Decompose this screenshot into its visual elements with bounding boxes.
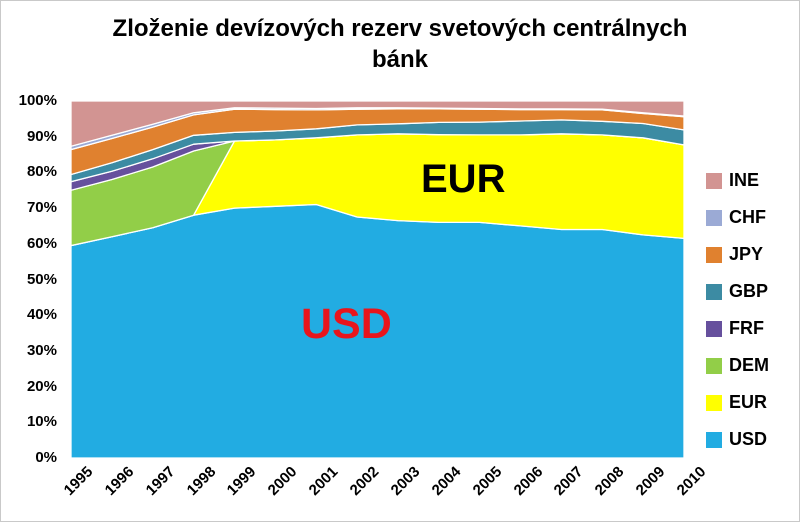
legend-swatch-INE [706,172,722,189]
chart-title: Zloženie devízových rezerv svetových cen… [1,13,799,75]
legend-swatch-DEM [706,357,722,374]
y-axis-tick-label: 0% [35,449,57,466]
legend-label: GBP [729,281,769,301]
legend-label: EUR [729,392,768,412]
legend-item-USD: USD [706,421,798,458]
legend-label: JPY [729,244,764,264]
x-axis-tick-label: 1999 [224,463,260,499]
legend-item-FRF: FRF [706,310,798,347]
x-axis-tick-label: 2004 [428,463,465,499]
legend-item-CHF: CHF [706,199,798,236]
legend-label: CHF [729,207,766,227]
y-axis-tick-label: 100% [18,92,57,109]
x-axis-tick-label: 2009 [632,463,669,499]
x-axis-tick-label: 2000 [265,463,301,499]
x-axis-tick-label: 1995 [60,463,97,499]
y-axis-tick-label: 60% [26,234,57,252]
x-axis-tick-label: 2002 [346,463,383,499]
legend-label: DEM [729,355,769,375]
area-INE [71,101,684,147]
legend-item-EUR: EUR [706,384,798,421]
x-axis-tick-label: 2006 [510,463,546,499]
x-axis-tick-label: 1998 [183,463,219,499]
eur-area-label: EUR [421,157,506,201]
legend-swatch-CHF [706,209,722,226]
y-axis-tick-label: 70% [26,199,57,217]
legend: INE CHF JPY GBP FRF DEM EUR USD [706,162,798,458]
x-axis-tick-label: 2010 [673,463,710,499]
legend-swatch-GBP [706,283,722,300]
y-axis-tick-label: 40% [26,306,57,324]
y-axis: 100% 90% 80% 70% 60% 50% 40% 30% 20% 10% 0% [1,92,57,466]
legend-swatch-EUR [706,394,722,411]
y-axis-tick-label: 20% [26,377,57,395]
x-axis-tick-label: 2001 [305,463,342,499]
x-axis-tick-label: 2005 [469,463,505,499]
y-axis-tick-label: 80% [26,163,57,181]
y-axis-tick-label: 10% [26,413,57,431]
x-axis-tick-label: 1997 [142,463,179,499]
legend-label: FRF [729,318,764,338]
chart-title-line2: bánk [371,46,428,73]
x-axis-tick-label: 2008 [591,463,628,499]
x-axis-tick-label: 1996 [101,463,138,499]
legend-item-DEM: DEM [706,347,798,384]
stacked-area-plot [71,101,684,458]
y-axis-tick-label: 30% [26,341,57,359]
legend-swatch-JPY [706,246,722,263]
legend-swatch-USD [706,431,722,448]
legend-item-INE: INE [706,162,798,199]
y-axis-tick-label: 90% [26,127,57,145]
legend-item-JPY: JPY [706,236,798,273]
legend-swatch-FRF [706,320,722,337]
chart-title-line1: Zloženie devízových rezerv svetových cen… [112,15,688,42]
legend-item-GBP: GBP [706,273,798,310]
usd-area-label: USD [301,300,392,348]
legend-label: USD [729,429,768,449]
x-axis-tick-label: 2007 [551,463,587,499]
legend-label: INE [729,170,760,190]
x-axis-tick-label: 2003 [387,463,424,499]
y-axis-tick-label: 50% [26,270,57,288]
